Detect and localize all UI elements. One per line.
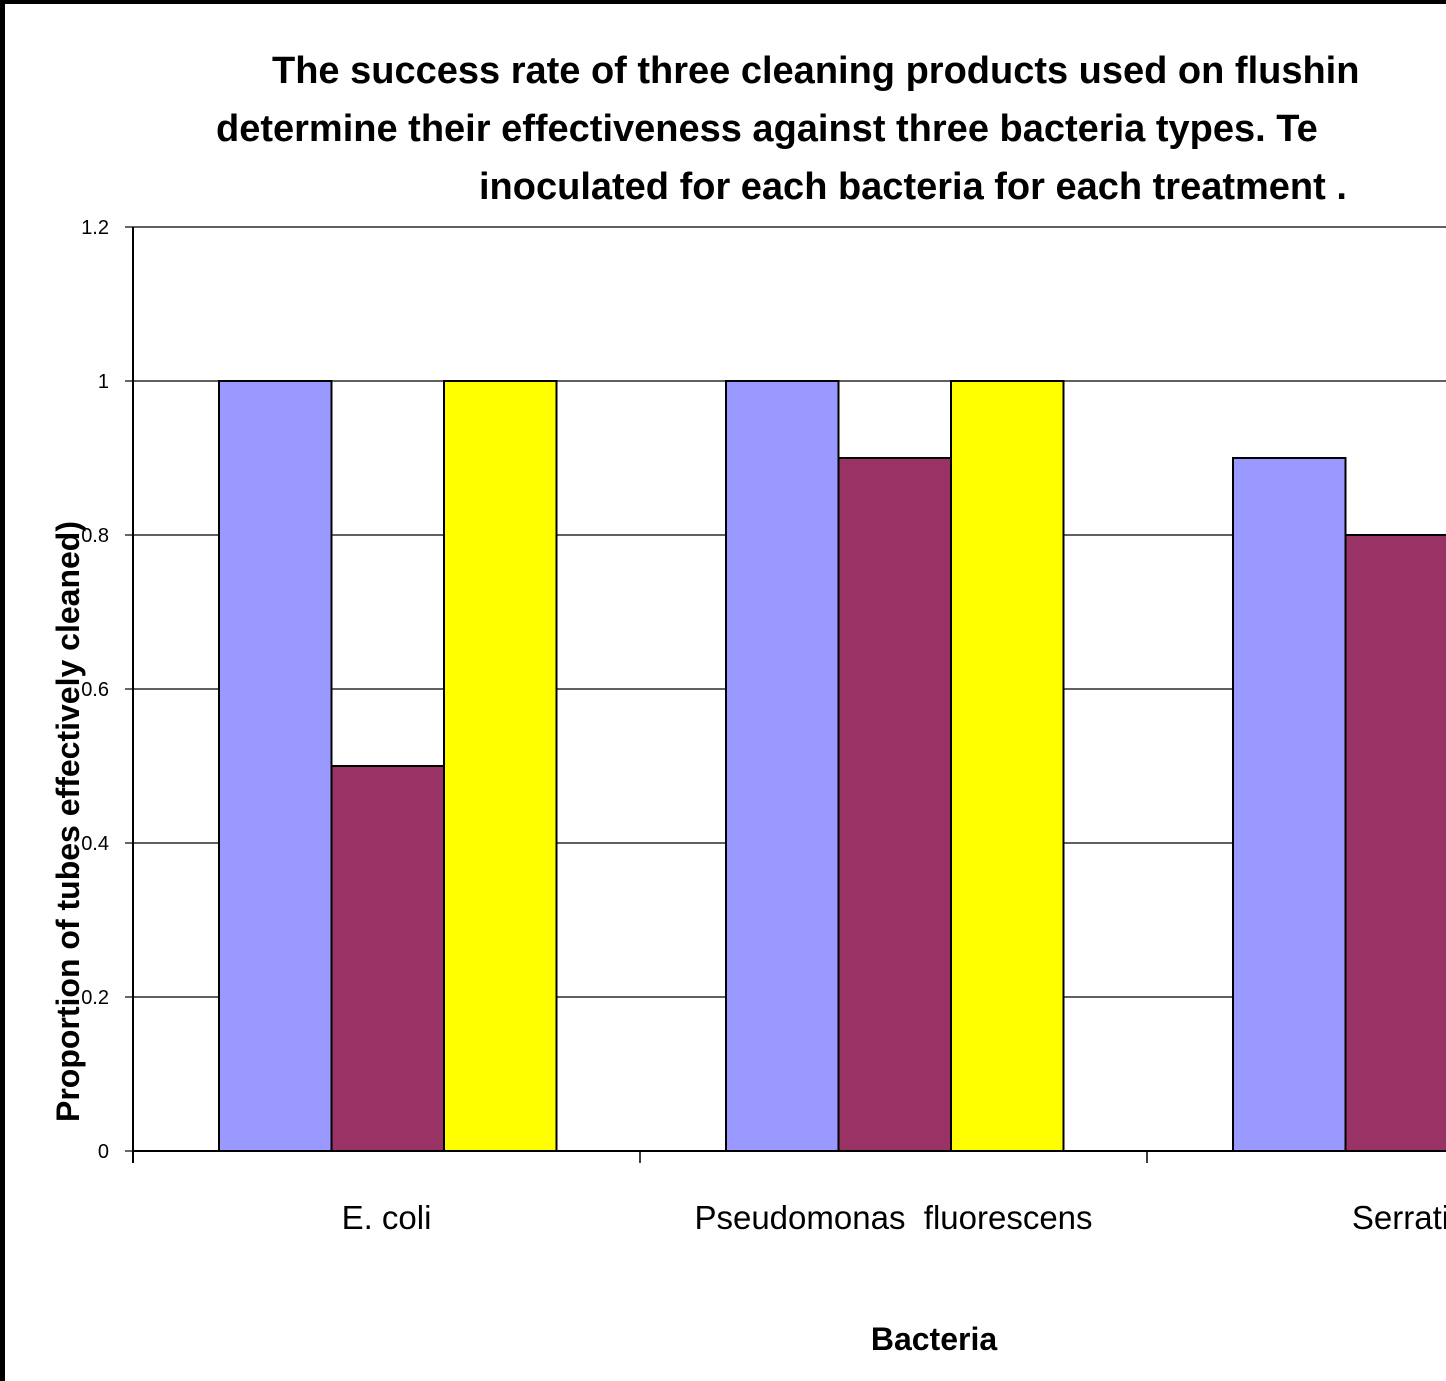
x-tick-label: Pseudomonas fluorescens [694,1199,1092,1236]
y-tick-label: 1 [98,371,109,393]
y-tick-label: 0.2 [81,987,109,1009]
x-tick-label: E. coli [342,1199,432,1236]
chart-title-line-3: inoculated for each bacteria for each tr… [479,166,1347,208]
x-category-labels: E. coli Pseudomonas fluorescens Serrati [342,1199,1446,1236]
bar [725,380,840,1152]
chart-title-line-2: determine their effectiveness against th… [216,108,1318,150]
axes [125,226,1446,1163]
x-axis-title: Bacteria [871,1321,998,1357]
bar [950,380,1065,1152]
bars [218,380,1446,1152]
bar [443,380,558,1152]
y-tick-label: 0 [98,1141,109,1163]
y-axis-title: Proportion of tubes effectively cleaned) [50,521,86,1122]
bar [1344,534,1446,1152]
chart-title-line-1: The success rate of three cleaning produ… [272,50,1359,92]
chart-title: The success rate of three cleaning produ… [216,50,1359,208]
bar [837,457,952,1152]
y-tick-labels: 0 0.2 0.4 0.6 0.8 1 1.2 [81,217,109,1163]
y-tick-label: 1.2 [81,217,109,239]
bar [1232,457,1347,1152]
y-tick-label: 0.8 [81,525,109,547]
y-tick-label: 0.6 [81,679,109,701]
x-tick-label: Serrati [1352,1199,1446,1236]
bar [218,380,333,1152]
y-tick-label: 0.4 [81,833,109,855]
bar [330,765,445,1152]
